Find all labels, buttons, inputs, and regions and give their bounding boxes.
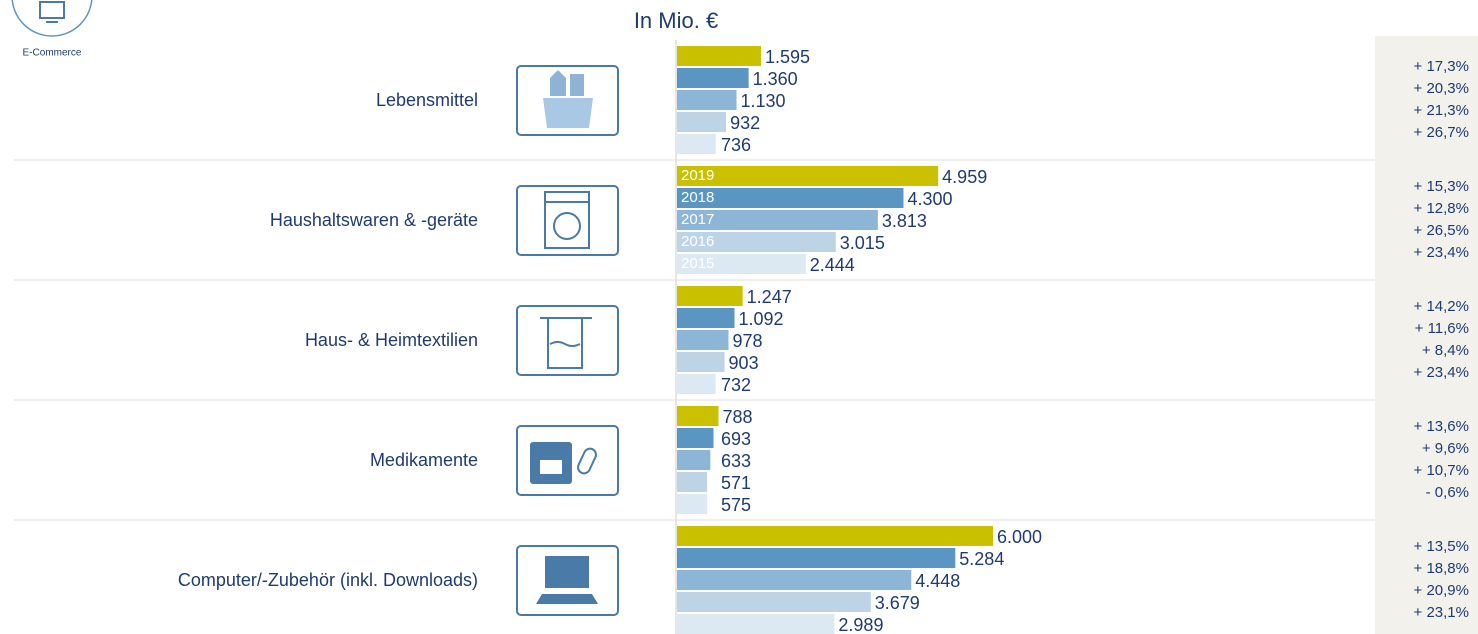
- value-label: 4.959: [942, 167, 987, 187]
- bar: [677, 308, 735, 328]
- logo-icon: [39, 1, 65, 23]
- value-label: 575: [721, 495, 751, 515]
- value-label: 2.989: [838, 615, 883, 634]
- growth-label: + 13,6%: [1414, 418, 1469, 435]
- bar: [677, 90, 737, 110]
- value-label: 736: [721, 135, 751, 155]
- growth-label: + 9,6%: [1422, 440, 1469, 457]
- value-label: 903: [729, 353, 759, 373]
- growth-label: + 18,8%: [1414, 560, 1469, 577]
- growth-label: + 23,1%: [1414, 604, 1469, 621]
- category-label: Haushaltswaren & -geräte: [270, 210, 478, 230]
- bar: [677, 526, 993, 546]
- value-label: 978: [733, 331, 763, 351]
- growth-label: + 17,3%: [1414, 58, 1469, 75]
- bar: [677, 352, 725, 372]
- value-label: 3.679: [875, 593, 920, 613]
- bar: [677, 166, 939, 186]
- bar: [677, 188, 904, 208]
- growth-label: - 0,6%: [1426, 484, 1469, 501]
- category-label: Medikamente: [370, 450, 478, 470]
- value-label: 6.000: [997, 527, 1042, 547]
- bar: [677, 472, 708, 492]
- chart-title: In Mio. €: [634, 8, 718, 33]
- bar: [677, 450, 711, 470]
- growth-panel: [1375, 36, 1478, 634]
- value-label: 5.284: [959, 549, 1004, 569]
- value-label: 3.015: [840, 233, 885, 253]
- value-label: 1.130: [741, 91, 786, 111]
- growth-label: + 11,6%: [1415, 320, 1469, 337]
- bar: [677, 330, 729, 350]
- bar: [677, 286, 743, 306]
- bar: [677, 614, 835, 634]
- bar: [677, 210, 878, 230]
- year-label: 2018: [681, 189, 714, 206]
- growth-label: + 26,7%: [1414, 124, 1469, 141]
- bar: [677, 232, 836, 252]
- bar: [677, 134, 716, 154]
- bar: [677, 428, 714, 448]
- bar: [677, 68, 749, 88]
- value-label: 1.595: [765, 47, 810, 67]
- growth-label: + 8,4%: [1422, 342, 1469, 359]
- growth-label: + 20,3%: [1414, 80, 1469, 97]
- value-label: 4.300: [907, 189, 952, 209]
- growth-label: + 23,4%: [1414, 244, 1469, 261]
- bar: [677, 494, 708, 514]
- value-label: 1.247: [747, 287, 792, 307]
- growth-label: + 10,7%: [1414, 462, 1469, 479]
- year-label: 2019: [681, 167, 714, 184]
- bar: [677, 46, 762, 66]
- bar: [677, 374, 716, 394]
- growth-label: + 14,2%: [1414, 298, 1469, 315]
- category-label: Computer/-Zubehör (inkl. Downloads): [178, 570, 478, 590]
- value-label: 4.448: [915, 571, 960, 591]
- category-label: Lebensmittel: [376, 90, 478, 110]
- year-label: 2015: [681, 255, 714, 272]
- bar: [677, 254, 806, 274]
- value-label: 633: [721, 451, 751, 471]
- bar: [677, 570, 912, 590]
- value-label: 732: [721, 375, 751, 395]
- bar: [677, 406, 719, 426]
- logo-circle: [11, 0, 93, 37]
- bar: [677, 592, 871, 612]
- value-label: 1.360: [753, 69, 798, 89]
- growth-label: + 15,3%: [1414, 178, 1469, 195]
- value-label: 788: [723, 407, 753, 427]
- bar: [677, 548, 956, 568]
- logo-text: E-Commerce: [23, 48, 82, 59]
- growth-label: + 20,9%: [1414, 582, 1469, 599]
- value-label: 571: [721, 473, 751, 493]
- value-label: 1.092: [739, 309, 784, 329]
- category-label: Haus- & Heimtextilien: [305, 330, 478, 350]
- value-label: 3.813: [882, 211, 927, 231]
- year-label: 2016: [681, 233, 714, 250]
- year-label: 2017: [681, 211, 714, 228]
- icons: [516, 65, 619, 616]
- growth-label: + 23,4%: [1414, 364, 1469, 381]
- growth-label: + 12,8%: [1414, 200, 1469, 217]
- value-label: 693: [721, 429, 751, 449]
- value-label: 2.444: [810, 255, 855, 275]
- value-label: 932: [730, 113, 760, 133]
- bar: [677, 112, 727, 132]
- growth-label: + 26,5%: [1414, 222, 1469, 239]
- growth-label: + 13,5%: [1414, 538, 1469, 555]
- growth-label: + 21,3%: [1414, 102, 1469, 119]
